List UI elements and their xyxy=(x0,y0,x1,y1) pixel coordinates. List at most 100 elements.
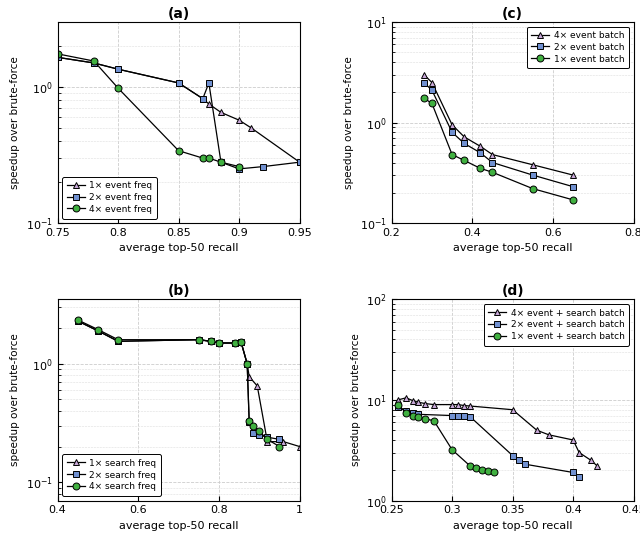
1× event + search batch xyxy=(479,467,486,474)
1× search freq xyxy=(195,337,203,343)
4× event batch xyxy=(460,134,468,140)
Title: (a): (a) xyxy=(168,7,189,21)
2× event + search batch xyxy=(467,414,474,420)
4× event batch xyxy=(420,72,428,78)
1× search freq xyxy=(74,318,82,324)
Title: (b): (b) xyxy=(167,284,190,298)
Line: 2× search freq: 2× search freq xyxy=(74,317,283,443)
1× search freq xyxy=(94,328,102,334)
1× search freq xyxy=(253,383,261,389)
X-axis label: average top-50 recall: average top-50 recall xyxy=(119,244,238,254)
1× search freq xyxy=(245,373,253,380)
Legend: 1× event freq, 2× event freq, 4× event freq: 1× event freq, 2× event freq, 4× event f… xyxy=(62,177,157,218)
2× event batch xyxy=(420,79,428,86)
2× search freq xyxy=(237,339,245,345)
2× event freq xyxy=(217,159,225,166)
1× search freq xyxy=(296,443,303,450)
4× event + search batch xyxy=(588,457,595,464)
4× search freq xyxy=(243,361,251,367)
2× event + search batch xyxy=(575,474,583,481)
2× event + search batch xyxy=(569,469,577,476)
1× event batch xyxy=(488,169,496,175)
4× event + search batch xyxy=(533,427,541,433)
4× event + search batch xyxy=(422,400,429,407)
1× event freq xyxy=(90,59,98,66)
4× search freq xyxy=(255,428,263,435)
1× event + search batch xyxy=(448,447,456,453)
2× search freq xyxy=(207,338,214,345)
Line: 1× event freq: 1× event freq xyxy=(54,54,303,166)
Line: 2× event batch: 2× event batch xyxy=(420,79,577,190)
X-axis label: average top-50 recall: average top-50 recall xyxy=(453,521,572,531)
4× event freq xyxy=(236,163,243,170)
1× event + search batch xyxy=(394,402,401,408)
4× search freq xyxy=(195,337,203,343)
2× event + search batch xyxy=(448,412,456,419)
1× search freq xyxy=(280,438,287,445)
4× event batch xyxy=(569,172,577,178)
2× event batch xyxy=(488,160,496,166)
1× search freq xyxy=(231,340,239,346)
2× event batch xyxy=(428,87,436,94)
1× event + search batch xyxy=(484,468,492,475)
2× event freq xyxy=(205,80,212,86)
4× event + search batch xyxy=(575,449,583,456)
1× event freq xyxy=(205,101,212,107)
1× event freq xyxy=(248,125,255,131)
4× search freq xyxy=(215,340,223,346)
2× event batch xyxy=(569,183,577,190)
4× search freq xyxy=(207,338,214,345)
2× search freq xyxy=(74,318,82,324)
1× event + search batch xyxy=(491,469,499,476)
1× event batch xyxy=(428,100,436,107)
1× event freq xyxy=(217,109,225,116)
Y-axis label: speedup over brute-force: speedup over brute-force xyxy=(351,334,360,466)
2× search freq xyxy=(195,337,203,343)
4× event + search batch xyxy=(509,406,516,413)
1× event batch xyxy=(529,185,536,192)
Line: 4× event batch: 4× event batch xyxy=(420,71,577,179)
1× event freq xyxy=(199,95,207,102)
Y-axis label: speedup over brute-force: speedup over brute-force xyxy=(10,334,20,466)
2× event freq xyxy=(115,66,122,73)
2× event batch xyxy=(477,150,484,156)
2× search freq xyxy=(255,432,263,438)
2× event + search batch xyxy=(515,457,522,464)
1× event batch xyxy=(420,95,428,101)
Line: 1× search freq: 1× search freq xyxy=(74,317,303,450)
Y-axis label: speedup over brute-force: speedup over brute-force xyxy=(10,56,20,189)
2× event + search batch xyxy=(414,411,422,417)
2× event + search batch xyxy=(403,408,410,414)
1× event freq xyxy=(175,80,182,86)
1× event + search batch xyxy=(467,463,474,469)
2× search freq xyxy=(276,436,284,443)
Line: 1× event batch: 1× event batch xyxy=(420,95,577,204)
1× search freq xyxy=(243,361,251,367)
4× event batch xyxy=(477,143,484,150)
4× search freq xyxy=(74,317,82,323)
4× event freq xyxy=(90,58,98,64)
2× search freq xyxy=(250,430,257,436)
Legend: 4× event batch, 2× event batch, 1× event batch: 4× event batch, 2× event batch, 1× event… xyxy=(527,26,629,68)
4× event freq xyxy=(217,159,225,166)
4× event batch xyxy=(529,162,536,168)
4× event batch xyxy=(488,151,496,158)
1× search freq xyxy=(115,338,122,345)
2× event freq xyxy=(175,80,182,86)
4× search freq xyxy=(115,337,122,343)
2× event freq xyxy=(90,59,98,66)
4× event + search batch xyxy=(460,402,468,409)
2× event + search batch xyxy=(454,412,462,419)
1× event batch xyxy=(460,157,468,164)
2× event + search batch xyxy=(460,412,468,419)
Title: (c): (c) xyxy=(502,7,523,21)
1× event freq xyxy=(115,66,122,73)
2× event + search batch xyxy=(394,404,401,410)
2× event freq xyxy=(259,163,267,170)
4× search freq xyxy=(237,339,245,345)
4× search freq xyxy=(264,436,271,443)
2× event freq xyxy=(199,95,207,102)
4× event + search batch xyxy=(569,437,577,443)
4× event freq xyxy=(54,51,61,57)
2× search freq xyxy=(243,361,251,367)
